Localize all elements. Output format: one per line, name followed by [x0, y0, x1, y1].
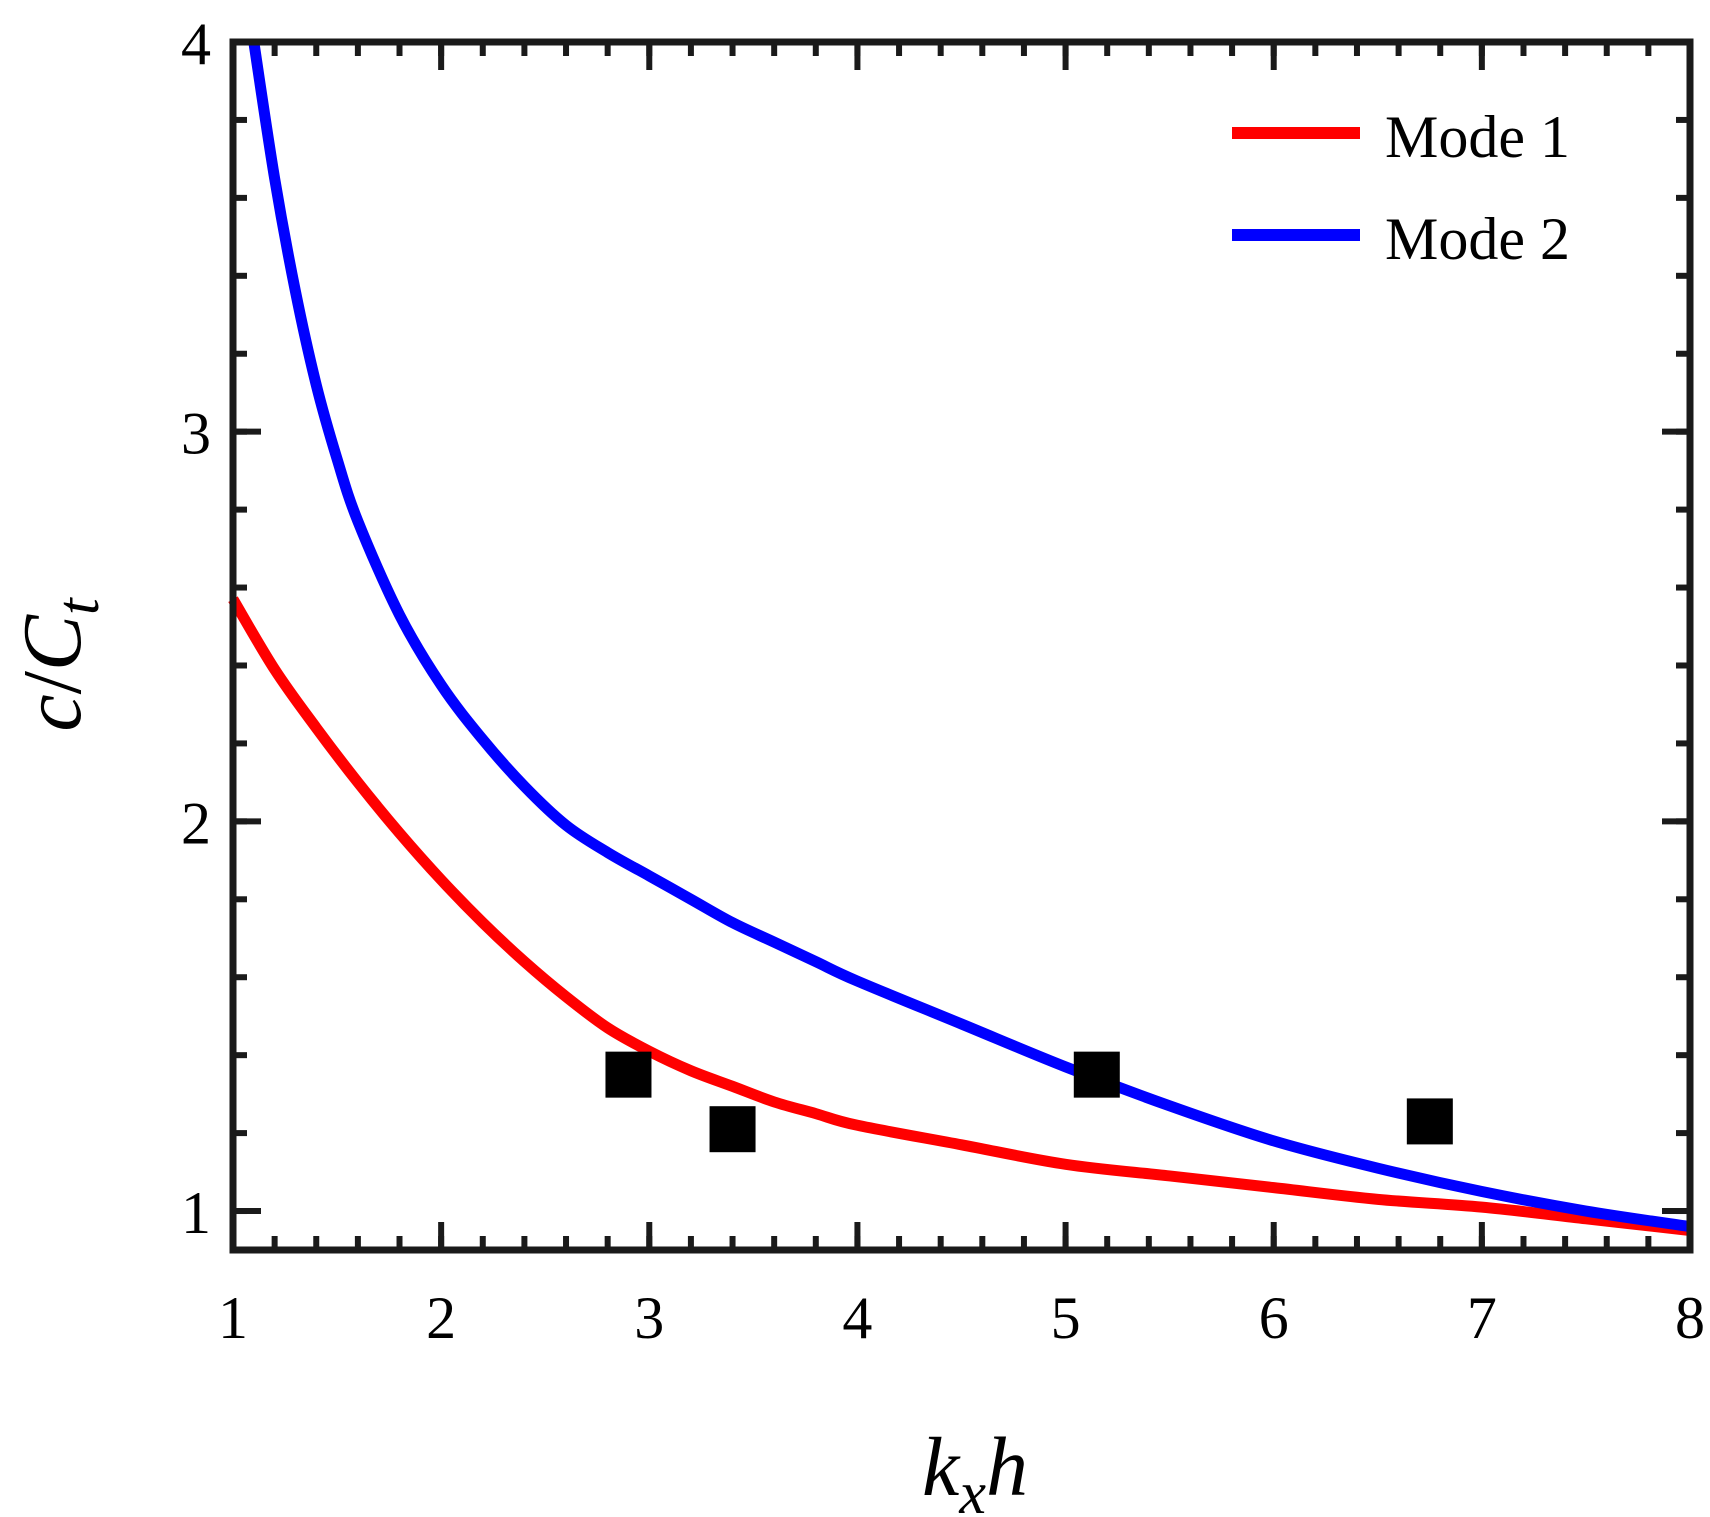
y-axis-label-slash: /	[6, 670, 99, 694]
x-tick-label: 8	[1675, 1285, 1705, 1351]
x-axis-label-tail: h	[986, 1421, 1028, 1514]
y-tick-label: 2	[181, 790, 211, 856]
data-point-square	[605, 1051, 652, 1098]
y-axis-label: c/Ct	[6, 597, 111, 732]
data-point-square	[709, 1106, 756, 1153]
data-points	[605, 1051, 1453, 1153]
y-tick-label: 3	[181, 401, 211, 467]
x-tick-label: 7	[1467, 1285, 1497, 1351]
x-axis-label: kxh	[922, 1421, 1028, 1517]
y-tick-labels: 1 2 3 4	[181, 11, 211, 1246]
x-axis-label-sub: x	[958, 1460, 986, 1517]
x-tick-label: 6	[1259, 1285, 1289, 1351]
legend: Mode 1 Mode 2	[1232, 104, 1570, 272]
x-tick-labels: 1 2 3 4 5 6 7 8	[218, 1285, 1705, 1351]
data-point-square	[1406, 1098, 1453, 1145]
x-tick-label: 2	[426, 1285, 456, 1351]
legend-label-mode-1: Mode 1	[1385, 104, 1570, 170]
series-line-mode-2	[248, 41, 1691, 1233]
x-axis-label-main: k	[922, 1421, 961, 1514]
x-tick-label: 1	[218, 1285, 248, 1351]
y-tick-label: 1	[181, 1180, 211, 1246]
y-axis-label-C: C	[6, 614, 99, 671]
y-axis-label-main: c	[6, 694, 99, 731]
plot-frame	[229, 38, 1694, 1254]
x-tick-label: 4	[842, 1285, 872, 1351]
legend-label-mode-2: Mode 2	[1385, 206, 1570, 272]
y-axis-label-sub: t	[45, 597, 111, 615]
series-layer	[228, 41, 1691, 1236]
data-point-square	[1073, 1051, 1120, 1098]
y-tick-label: 4	[181, 11, 211, 77]
x-tick-label: 5	[1051, 1285, 1081, 1351]
major-ticks	[230, 39, 1693, 1250]
series-line-mode-1	[228, 596, 1691, 1236]
x-tick-label: 3	[634, 1285, 664, 1351]
